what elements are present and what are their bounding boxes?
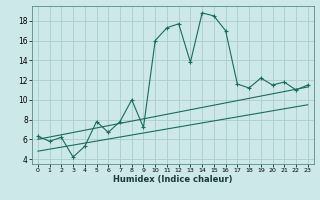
X-axis label: Humidex (Indice chaleur): Humidex (Indice chaleur) [113, 175, 233, 184]
